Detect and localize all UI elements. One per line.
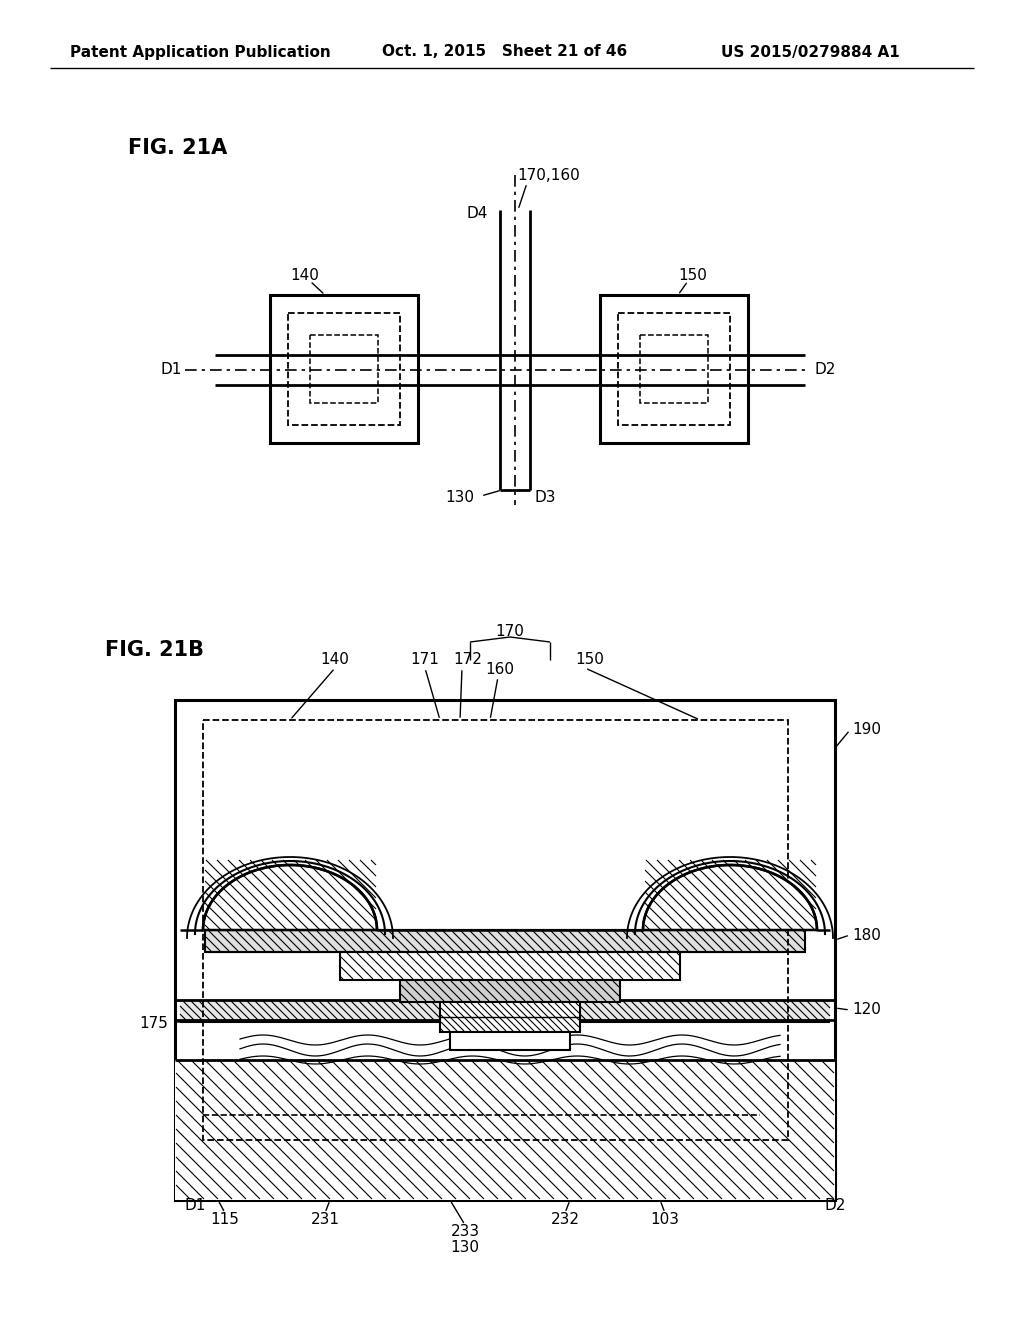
Bar — [175, 1060, 835, 1200]
Bar — [270, 294, 418, 444]
Bar — [180, 1001, 830, 1020]
Bar — [600, 294, 748, 444]
Text: 140: 140 — [321, 652, 349, 668]
Text: 175: 175 — [139, 1015, 168, 1031]
Text: FIG. 21A: FIG. 21A — [128, 139, 227, 158]
Text: 103: 103 — [650, 1213, 680, 1228]
Text: 130: 130 — [445, 491, 474, 506]
Text: D1: D1 — [161, 363, 182, 378]
Text: 150: 150 — [679, 268, 708, 282]
Text: 231: 231 — [310, 1213, 340, 1228]
Bar — [450, 1032, 570, 1049]
Text: 140: 140 — [291, 268, 319, 282]
Text: 160: 160 — [485, 663, 514, 677]
Text: Patent Application Publication: Patent Application Publication — [70, 45, 331, 59]
Bar — [340, 952, 680, 979]
Text: 232: 232 — [551, 1213, 580, 1228]
Text: 130: 130 — [451, 1241, 479, 1255]
Text: Oct. 1, 2015   Sheet 21 of 46: Oct. 1, 2015 Sheet 21 of 46 — [382, 45, 628, 59]
Text: D2: D2 — [825, 1197, 847, 1213]
Text: 190: 190 — [852, 722, 881, 738]
Bar — [288, 313, 400, 425]
Bar — [640, 335, 708, 403]
Bar — [618, 313, 730, 425]
Text: US 2015/0279884 A1: US 2015/0279884 A1 — [721, 45, 899, 59]
Polygon shape — [643, 865, 817, 931]
Bar — [203, 719, 788, 1140]
Text: 180: 180 — [852, 928, 881, 942]
Text: D4: D4 — [467, 206, 488, 220]
Text: 170,160: 170,160 — [517, 168, 581, 182]
Bar — [175, 700, 835, 1200]
Polygon shape — [203, 865, 377, 931]
Bar — [440, 1002, 580, 1032]
Bar — [400, 979, 620, 1002]
Bar — [205, 931, 805, 952]
Text: 171: 171 — [411, 652, 439, 668]
Text: 172: 172 — [454, 652, 482, 668]
Text: D1: D1 — [185, 1197, 207, 1213]
Text: 120: 120 — [852, 1002, 881, 1018]
Bar — [310, 335, 378, 403]
Text: 233: 233 — [451, 1225, 479, 1239]
Text: FIG. 21B: FIG. 21B — [105, 640, 204, 660]
Text: D2: D2 — [815, 363, 837, 378]
Text: 150: 150 — [575, 652, 604, 668]
Text: 170: 170 — [496, 624, 524, 639]
Text: D3: D3 — [535, 491, 556, 506]
Text: 115: 115 — [211, 1213, 240, 1228]
